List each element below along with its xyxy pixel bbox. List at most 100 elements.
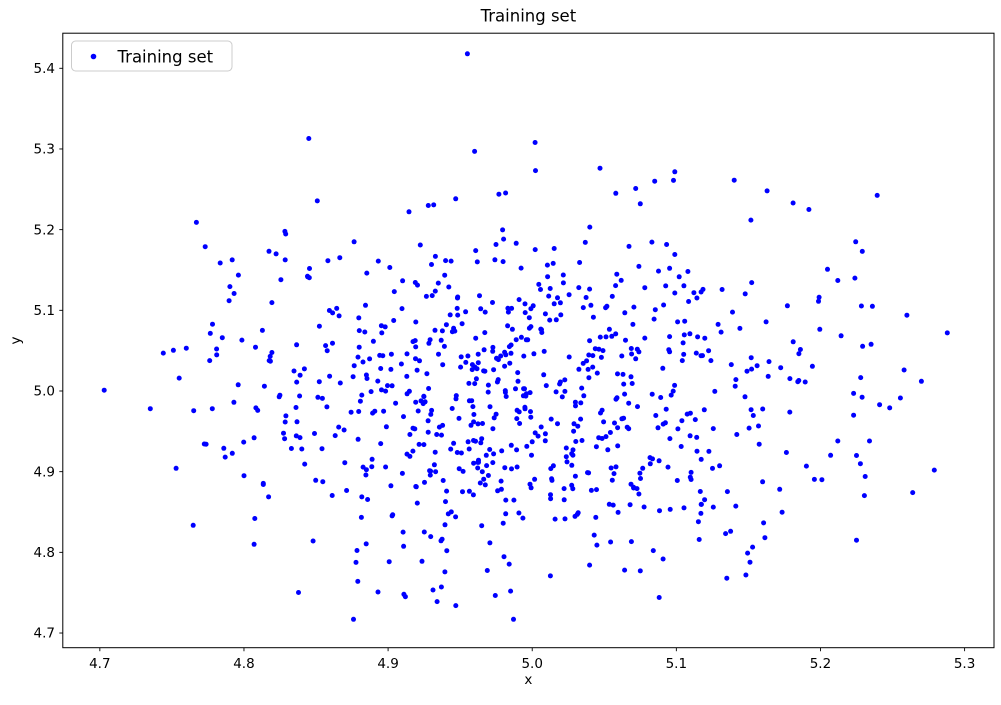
data-point	[528, 414, 534, 420]
data-point	[608, 465, 614, 471]
data-point	[324, 348, 330, 354]
data-point	[511, 616, 516, 622]
data-point	[542, 311, 548, 317]
data-point	[252, 516, 258, 521]
data-point	[255, 407, 261, 413]
data-point	[681, 351, 687, 357]
data-point	[622, 567, 628, 573]
data-point	[599, 407, 605, 413]
data-point	[509, 305, 515, 311]
data-point	[348, 409, 354, 415]
data-point	[316, 379, 322, 385]
data-point	[421, 394, 427, 400]
data-point	[470, 404, 476, 410]
data-point	[356, 328, 362, 334]
data-point	[557, 300, 563, 306]
data-point	[539, 330, 545, 335]
data-point	[495, 377, 501, 383]
data-point	[918, 378, 924, 384]
data-point	[482, 309, 488, 315]
data-point	[438, 584, 444, 590]
data-point	[607, 430, 613, 435]
data-point	[514, 416, 520, 422]
data-point	[678, 444, 684, 449]
data-point	[407, 432, 413, 437]
data-point	[413, 344, 419, 350]
data-point	[528, 409, 533, 415]
data-point	[277, 392, 283, 398]
data-point	[518, 334, 524, 340]
data-point	[431, 202, 437, 208]
data-point	[642, 285, 648, 291]
data-point	[297, 372, 303, 378]
data-point	[611, 471, 617, 477]
data-point	[778, 365, 784, 371]
data-point	[760, 479, 766, 485]
data-point	[724, 489, 730, 495]
data-point	[581, 393, 587, 399]
data-point	[816, 294, 822, 300]
data-point	[580, 305, 586, 311]
data-point	[460, 468, 466, 474]
data-point	[507, 360, 513, 366]
data-point	[642, 335, 648, 341]
data-point	[288, 446, 294, 451]
data-point	[472, 381, 478, 387]
data-point	[448, 258, 454, 264]
data-point	[369, 456, 375, 462]
data-point	[796, 351, 802, 357]
data-point	[910, 490, 916, 496]
data-point	[897, 395, 903, 401]
data-point	[764, 188, 770, 194]
data-point	[364, 376, 370, 381]
data-point	[399, 306, 405, 312]
data-point	[594, 370, 600, 376]
data-point	[580, 360, 586, 366]
data-point	[492, 593, 498, 598]
data-point	[490, 348, 496, 354]
data-point	[444, 488, 450, 494]
data-point	[490, 300, 495, 305]
data-point	[221, 445, 227, 451]
data-point	[501, 554, 507, 560]
data-point	[587, 224, 593, 230]
data-point	[641, 504, 647, 510]
data-point	[590, 364, 596, 370]
data-point	[656, 458, 662, 464]
data-point	[750, 413, 756, 418]
data-point	[419, 558, 425, 564]
data-point	[207, 330, 213, 336]
data-point	[649, 391, 655, 397]
data-point	[590, 314, 596, 320]
legend: Training set	[71, 40, 233, 72]
data-point	[550, 260, 556, 266]
data-point	[454, 305, 460, 311]
data-point	[425, 203, 431, 208]
data-point	[717, 463, 723, 469]
data-point	[442, 569, 448, 575]
data-point	[636, 263, 642, 269]
data-point	[518, 265, 524, 271]
data-point	[835, 438, 841, 444]
data-point	[483, 452, 489, 458]
data-point	[464, 51, 470, 57]
data-point	[458, 450, 464, 456]
data-point	[330, 340, 335, 346]
data-point	[503, 497, 509, 503]
data-point	[634, 346, 640, 352]
data-point	[587, 338, 593, 344]
data-point	[193, 219, 199, 225]
data-point	[490, 344, 496, 350]
data-point	[732, 383, 738, 389]
data-point	[582, 239, 588, 245]
data-point	[337, 255, 343, 261]
data-point	[687, 331, 693, 337]
data-point	[730, 309, 735, 315]
data-point	[763, 319, 769, 325]
data-point	[521, 353, 527, 359]
data-point	[239, 337, 245, 343]
data-point	[472, 148, 478, 154]
data-point	[468, 422, 474, 428]
data-point	[784, 303, 790, 309]
data-point	[661, 302, 667, 308]
